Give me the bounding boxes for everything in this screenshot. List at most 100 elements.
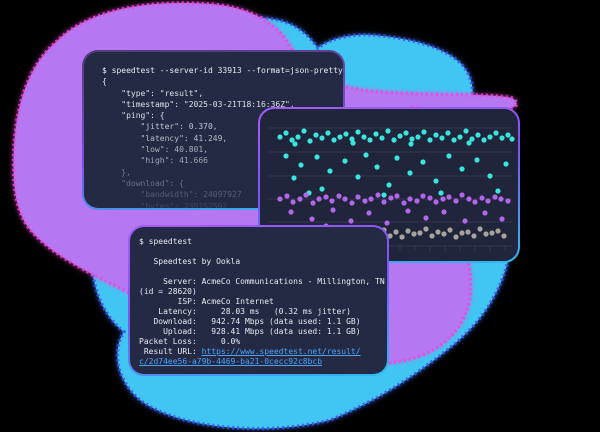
series-purple-dot [466,196,472,202]
series-teal-dot [283,153,289,159]
series-teal-dot [386,182,392,188]
series-purple-dot [459,192,465,198]
terminal-text: Upload: 928.41 Mbps (data used: 1.1 GB) [139,327,361,336]
series-teal-dot [433,132,439,138]
series-teal-dot [487,134,493,140]
series-purple-dot [498,196,504,202]
series-purple-dot [433,199,439,205]
series-teal-dot [438,190,444,196]
series-teal-dot [295,134,301,140]
series-teal-dot [374,164,380,170]
series-teal-dot [409,136,415,142]
series-purple-dot [427,195,433,201]
series-teal-dot [463,128,469,134]
series-gray-dot [501,233,507,239]
series-teal-dot [283,130,289,136]
series-teal-dot [350,140,356,146]
series-teal-dot [319,186,325,192]
series-teal-dot [373,131,379,137]
series-gray-dot [465,229,471,235]
series-purple-dot [290,199,296,205]
series-purple-dot [375,192,381,198]
series-purple-dot [485,198,491,204]
series-purple-dot [329,198,335,204]
series-teal-dot [355,129,361,135]
result-url-link[interactable]: https://www.speedtest.net/result/ [201,347,361,356]
series-teal-dot [445,130,451,136]
terminal-text [139,247,144,256]
series-teal-dot [313,132,319,138]
series-purple-dot [348,218,354,224]
series-teal-dot [475,132,481,138]
series-teal-dot [363,152,369,158]
series-gray-dot [405,228,411,234]
result-url-link[interactable]: c/2d74ee56-a79b-4469-ba21-0cecc92c8bcb [139,357,323,366]
series-purple-dot [423,215,429,221]
series-gray-dot [471,233,477,239]
series-teal-dot [499,135,505,141]
series-purple-dot [414,198,420,204]
terminal-speedtest-screen: $ speedtest Speedtest by Ookla Server: A… [130,227,387,374]
series-teal-dot [451,137,457,143]
series-gray-dot [447,227,453,233]
series-purple-dot [462,218,468,224]
series-teal-dot [298,162,304,168]
terminal-speedtest-output: $ speedtest Speedtest by Ookla Server: A… [130,227,387,374]
terminal-text: $ speedtest [139,237,192,246]
terminal-speedtest-window: $ speedtest Speedtest by Ookla Server: A… [128,225,389,376]
series-teal-dot [307,138,313,144]
series-gray-dot [489,230,495,236]
series-teal-dot [342,158,348,164]
series-gray-dot [477,226,483,232]
series-gray-dot [393,229,399,235]
series-teal-dot [314,154,320,160]
series-purple-dot [316,196,322,202]
series-teal-dot [466,140,472,146]
series-gray-dot [399,234,405,240]
series-gray-dot [453,234,459,240]
terminal-text: Server: AcmeCo Communications - Millingt… [139,277,385,286]
series-teal-dot [292,141,298,147]
series-teal-dot [319,135,325,141]
series-purple-dot [446,194,452,200]
series-teal-dot [391,137,397,143]
series-purple-dot [277,196,283,202]
series-gray-dot [417,230,423,236]
series-purple-dot [355,194,361,200]
series-purple-dot [349,200,355,206]
series-teal-dot [421,129,427,135]
series-teal-dot [487,173,493,179]
series-teal-dot [291,175,297,181]
series-teal-dot [505,132,511,138]
series-gray-dot [441,231,447,237]
series-gray-dot [411,231,417,237]
terminal-text: Speedtest by Ookla [139,257,241,266]
series-teal-dot [481,137,487,143]
series-teal-dot [446,153,452,159]
series-purple-dot [384,220,390,226]
series-teal-dot [495,188,501,194]
terminal-text: Latency: 28.03 ms (0.32 ms jitter) [139,307,351,316]
series-purple-dot [407,196,413,202]
series-teal-dot [433,178,439,184]
series-teal-dot [331,137,337,143]
series-purple-dot [482,210,488,216]
series-purple-dot [472,199,478,205]
cyan-blob-rim [86,16,515,431]
series-teal-dot [355,174,361,180]
series-purple-dot [441,209,447,215]
series-purple-dot [303,192,309,198]
series-gray-dot [495,228,501,234]
terminal-text: Packet Loss: 0.0% [139,337,241,346]
series-purple-dot [394,193,400,199]
series-gray-dot [429,233,435,239]
series-purple-dot [479,195,485,201]
series-teal-dot [277,134,283,140]
series-teal-dot [325,130,331,136]
series-teal-dot [337,134,343,140]
series-teal-dot [361,134,367,140]
series-purple-dot [499,216,505,222]
series-purple-dot [342,196,348,202]
series-purple-dot [492,194,498,200]
